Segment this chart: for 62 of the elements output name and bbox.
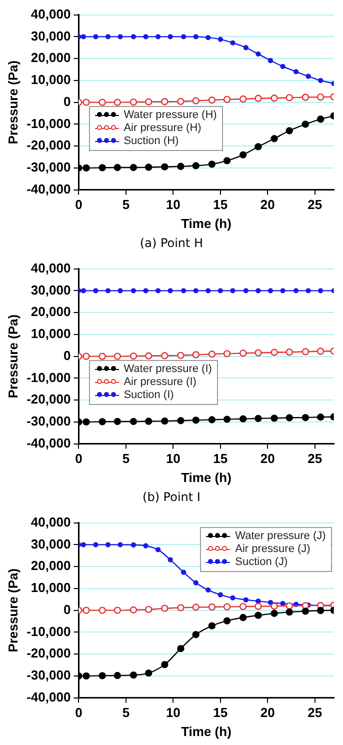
y-tick-label: -40,000 — [26, 689, 71, 704]
legend-label: Air pressure (H) — [124, 122, 202, 135]
legend-label: Water pressure (H) — [124, 108, 217, 122]
y-tick-label: 20,000 — [30, 50, 71, 66]
legend-label: Suction (J) — [235, 556, 288, 569]
y-tick-label: -30,000 — [26, 414, 71, 429]
y-tick-label: -30,000 — [26, 668, 71, 683]
x-tick-label: 20 — [260, 705, 275, 720]
x-tick-label: 5 — [122, 197, 130, 212]
y-tick-label: 30,000 — [30, 28, 71, 44]
y-tick-label: 40,000 — [30, 260, 71, 276]
x-tick-label: 20 — [260, 451, 275, 466]
x-tick-label: 5 — [122, 451, 130, 466]
y-axis-title: Pressure (Pa) — [5, 60, 20, 144]
y-tick-label: 10,000 — [30, 72, 71, 88]
y-tick-label: 40,000 — [30, 6, 71, 22]
y-tick-label: -20,000 — [26, 646, 71, 661]
y-tick-label: 10,000 — [30, 580, 71, 596]
y-axis-title: Pressure (Pa) — [5, 568, 20, 652]
legend-label: Air pressure (J) — [235, 542, 310, 556]
y-tick-label: 0 — [63, 94, 71, 109]
x-axis-title: Time (h) — [181, 470, 232, 485]
x-tick-label: 0 — [75, 705, 82, 720]
y-tick-label: 20,000 — [30, 304, 71, 320]
x-axis-title: Time (h) — [181, 724, 232, 739]
y-tick-label: -10,000 — [26, 116, 71, 131]
text: (a) Point H — [138, 235, 204, 252]
y-tick-label: 10,000 — [30, 326, 71, 342]
y-tick-label: -20,000 — [26, 138, 71, 153]
x-tick-label: 0 — [75, 451, 82, 466]
y-tick-label: -40,000 — [26, 181, 71, 196]
y-tick-label: 0 — [63, 348, 71, 363]
x-tick-label: 25 — [308, 705, 322, 720]
x-tick-label: 25 — [308, 451, 322, 466]
x-tick-label: 10 — [166, 451, 180, 466]
x-tick-label: 25 — [308, 197, 322, 212]
y-tick-label: 40,000 — [30, 514, 71, 530]
x-axis-title: Time (h) — [181, 216, 232, 231]
text: (b) Point I — [142, 489, 202, 506]
x-tick-label: 20 — [260, 197, 275, 212]
legend-label: Suction (I) — [124, 388, 174, 402]
x-tick-label: 10 — [166, 197, 180, 212]
y-tick-label: -10,000 — [26, 624, 71, 639]
legend-label: Air pressure (I) — [124, 376, 196, 389]
x-tick-label: 15 — [213, 197, 228, 212]
y-axis-title: Pressure (Pa) — [5, 314, 20, 398]
x-tick-label: 10 — [166, 705, 180, 720]
y-tick-label: -30,000 — [26, 160, 71, 175]
x-tick-label: 0 — [75, 197, 82, 212]
y-tick-label: 30,000 — [30, 536, 71, 552]
y-tick-label: -20,000 — [26, 392, 71, 407]
x-tick-label: 15 — [213, 705, 228, 720]
y-tick-label: 20,000 — [30, 558, 71, 574]
x-tick-label: 15 — [213, 451, 228, 466]
y-tick-label: 0 — [63, 602, 71, 617]
y-tick-label: 30,000 — [30, 282, 71, 298]
legend-label: Water pressure (I) — [124, 362, 212, 376]
legend-label: Water pressure (J) — [235, 530, 326, 543]
y-tick-label: -40,000 — [26, 435, 71, 450]
x-tick-label: 5 — [122, 705, 130, 720]
legend-label: Suction (H) — [124, 134, 179, 148]
y-tick-label: -10,000 — [26, 370, 71, 385]
